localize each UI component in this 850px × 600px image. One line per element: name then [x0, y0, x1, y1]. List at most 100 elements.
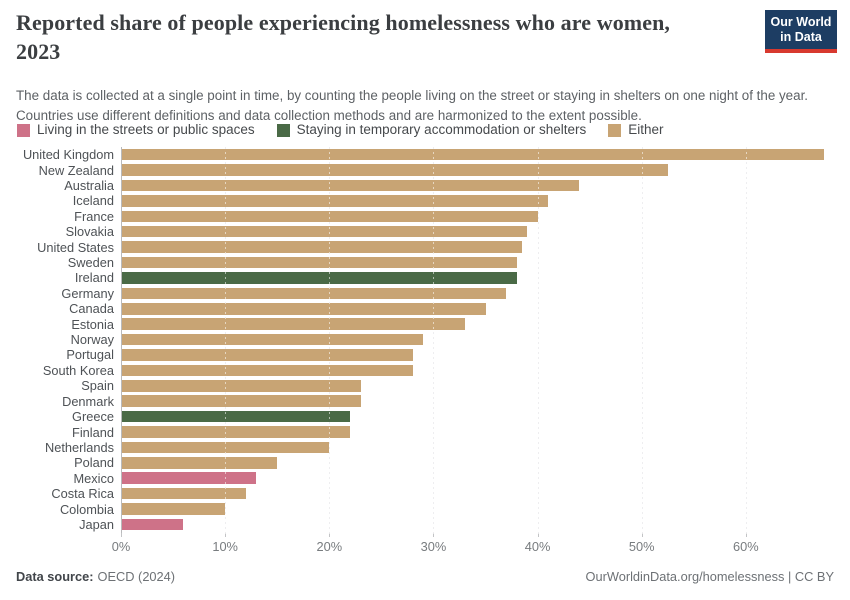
bar-united-states[interactable] — [121, 241, 522, 253]
bar-track — [121, 395, 850, 407]
chart-row: Costa Rica — [0, 486, 850, 501]
tick-mark — [225, 533, 227, 537]
bar-estonia[interactable] — [121, 318, 465, 330]
bar-track — [121, 426, 850, 438]
country-label[interactable]: New Zealand — [38, 162, 114, 178]
legend-item-streets[interactable]: Living in the streets or public spaces — [17, 122, 255, 138]
bar-slovakia[interactable] — [121, 225, 528, 238]
bar-track — [121, 179, 850, 192]
bar-france[interactable] — [121, 210, 538, 223]
bar-sweden[interactable] — [121, 256, 517, 269]
tick-label: 40% — [524, 539, 551, 554]
legend-swatch-icon — [276, 123, 290, 137]
country-label[interactable]: Iceland — [72, 193, 114, 209]
bar-track — [121, 518, 850, 531]
legend: Living in the streets or public spaces St… — [17, 122, 664, 138]
bar-track — [121, 487, 850, 500]
country-label[interactable]: South Korea — [42, 362, 114, 378]
country-label[interactable]: United Kingdom — [22, 147, 114, 163]
owid-logo[interactable]: Our World in Data — [765, 10, 837, 53]
country-label[interactable]: Poland — [74, 455, 114, 471]
legend-item-shelters[interactable]: Staying in temporary accommodation or sh… — [276, 122, 586, 138]
chart-row: Poland — [0, 455, 850, 470]
country-label[interactable]: Australia — [64, 178, 114, 194]
bar-iceland[interactable] — [121, 195, 548, 207]
country-label[interactable]: Costa Rica — [51, 486, 114, 502]
tick-mark — [641, 533, 643, 537]
bar-track — [121, 195, 850, 207]
tick-label: 20% — [316, 539, 343, 554]
country-label[interactable]: Denmark — [62, 393, 114, 409]
bar-track — [121, 410, 850, 423]
owid-logo-line1: Our World — [770, 15, 832, 29]
bar-japan[interactable] — [121, 518, 184, 531]
country-label[interactable]: Sweden — [67, 255, 114, 271]
country-label[interactable]: France — [74, 208, 114, 224]
bar-portugal[interactable] — [121, 349, 413, 361]
tick-mark — [121, 533, 122, 537]
legend-item-either[interactable]: Either — [608, 122, 664, 138]
bar-track — [121, 503, 850, 515]
country-label[interactable]: United States — [37, 239, 114, 255]
chart-row: Japan — [0, 517, 850, 532]
country-label[interactable]: Finland — [72, 424, 114, 440]
country-label[interactable]: Netherlands — [44, 439, 114, 455]
chart-row: France — [0, 209, 850, 224]
tick-label: 10% — [212, 539, 238, 554]
bar-new-zealand[interactable] — [121, 164, 668, 176]
country-label[interactable]: Mexico — [73, 470, 114, 486]
chart-row: Colombia — [0, 501, 850, 517]
country-label[interactable]: Japan — [79, 516, 114, 532]
bar-colombia[interactable] — [121, 503, 226, 515]
chart-row: Netherlands — [0, 440, 850, 455]
bar-norway[interactable] — [121, 333, 423, 346]
country-label[interactable]: Norway — [70, 332, 114, 348]
bar-track — [121, 364, 850, 377]
chart-row: Canada — [0, 301, 850, 316]
bar-poland[interactable] — [121, 457, 278, 469]
bar-australia[interactable] — [121, 179, 580, 192]
bar-track — [121, 256, 850, 269]
bar-germany[interactable] — [121, 287, 507, 300]
bar-denmark[interactable] — [121, 395, 361, 407]
bar-spain[interactable] — [121, 380, 361, 392]
country-label[interactable]: Spain — [81, 378, 114, 394]
bar-greece[interactable] — [121, 410, 351, 423]
tick-label: 50% — [628, 539, 655, 554]
country-label[interactable]: Germany — [61, 285, 114, 301]
bar-south-korea[interactable] — [121, 364, 413, 377]
chart-row: Sweden — [0, 255, 850, 270]
chart-subtitle: The data is collected at a single point … — [16, 88, 809, 123]
credit-link[interactable]: OurWorldinData.org/homelessness | CC BY — [585, 569, 834, 584]
chart-row: Greece — [0, 409, 850, 424]
bar-track — [121, 225, 850, 238]
country-label[interactable]: Canada — [69, 301, 114, 317]
bar-united-kingdom[interactable] — [121, 148, 824, 161]
bar-costa-rica[interactable] — [121, 487, 246, 500]
bar-ireland[interactable] — [121, 272, 517, 284]
bar-track — [121, 457, 850, 469]
chart-row: United Kingdom — [0, 147, 850, 162]
country-label[interactable]: Estonia — [71, 316, 114, 332]
bar-canada[interactable] — [121, 303, 486, 315]
legend-label: Living in the streets or public spaces — [37, 122, 255, 137]
chart-row: Estonia — [0, 316, 850, 332]
x-axis-labels: 0% 10% 20% 30% 40% 50% 60% — [112, 539, 850, 555]
country-label[interactable]: Slovakia — [65, 224, 114, 240]
bar-mexico[interactable] — [121, 472, 257, 484]
chart-row: Norway — [0, 332, 850, 347]
bar-track — [121, 472, 850, 484]
country-label[interactable]: Colombia — [59, 501, 114, 517]
bar-finland[interactable] — [121, 426, 351, 438]
chart-row: Germany — [0, 286, 850, 301]
country-label[interactable]: Ireland — [74, 270, 114, 286]
tick-mark — [745, 533, 747, 537]
bar-track — [121, 349, 850, 361]
country-label[interactable]: Portugal — [66, 347, 114, 363]
chart-row: United States — [0, 239, 850, 255]
country-label[interactable]: Greece — [72, 409, 114, 425]
bar-track — [121, 333, 850, 346]
bar-netherlands[interactable] — [121, 441, 330, 454]
bar-track — [121, 303, 850, 315]
